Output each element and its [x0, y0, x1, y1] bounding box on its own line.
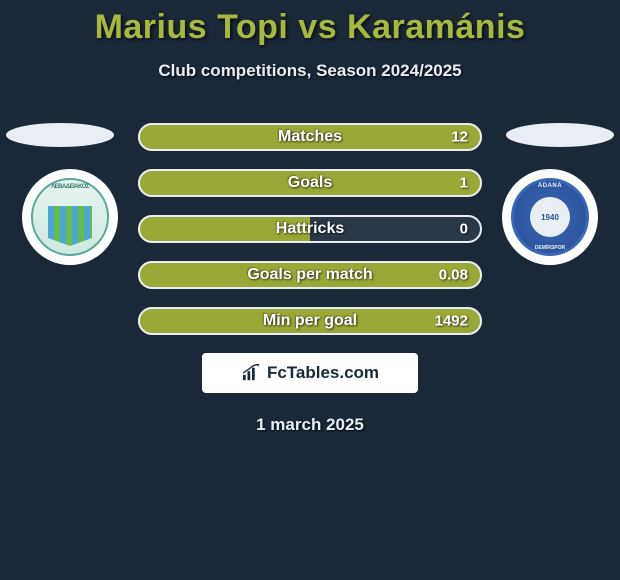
club-badge-left-inner: ΛΕΒΑΔΕΙΑΚΟΣ	[31, 178, 109, 256]
stat-label: Min per goal	[263, 312, 357, 330]
stat-row: Min per goal 1492	[138, 307, 482, 335]
stat-row: Goals 1	[138, 169, 482, 197]
stat-value: 12	[451, 129, 468, 146]
stat-row: Matches 12	[138, 123, 482, 151]
page-title: Marius Topi vs Karamánis	[0, 8, 620, 47]
ellipse-left	[6, 123, 114, 147]
club-badge-right-inner: ADANA 1940 DEMİRSPOR	[511, 178, 589, 256]
stat-row: Goals per match 0.08	[138, 261, 482, 289]
branding-text: FcTables.com	[267, 363, 379, 383]
branding-box: FcTables.com	[202, 353, 418, 393]
club-right-top-text: ADANA	[538, 183, 562, 189]
date-text: 1 march 2025	[0, 415, 620, 435]
stat-value: 0.08	[439, 267, 468, 284]
club-badge-left: ΛΕΒΑΔΕΙΑΚΟΣ	[22, 169, 118, 265]
stat-label: Matches	[278, 128, 342, 146]
ellipse-right	[506, 123, 614, 147]
stat-value: 1492	[435, 313, 468, 330]
stat-value: 0	[460, 221, 468, 238]
club-right-bottom-text: DEMİRSPOR	[535, 245, 565, 251]
club-left-text: ΛΕΒΑΔΕΙΑΚΟΣ	[51, 184, 89, 190]
club-right-center: 1940	[530, 197, 570, 237]
subtitle: Club competitions, Season 2024/2025	[0, 61, 620, 81]
club-left-stripes	[48, 206, 92, 246]
stat-label: Hattricks	[276, 220, 344, 238]
branding-chart-icon	[241, 364, 263, 382]
club-badge-right: ADANA 1940 DEMİRSPOR	[502, 169, 598, 265]
root: Marius Topi vs Karamánis Club competitio…	[0, 0, 620, 435]
stat-value: 1	[460, 175, 468, 192]
stats-rows: Matches 12 Goals 1 Hattricks 0 Goals per match…	[138, 123, 482, 335]
stat-row: Hattricks 0	[138, 215, 482, 243]
stat-label: Goals	[288, 174, 332, 192]
comparison-area: ΛΕΒΑΔΕΙΑΚΟΣ ADANA 1940 DEMİRSPOR Matches…	[0, 123, 620, 435]
stat-label: Goals per match	[247, 266, 372, 284]
